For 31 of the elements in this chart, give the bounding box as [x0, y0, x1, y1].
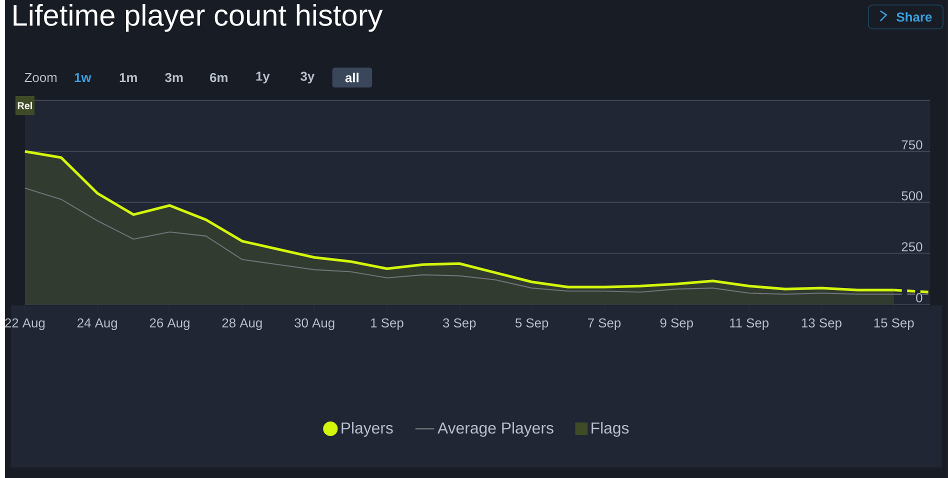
legend-label: Flags: [592, 422, 629, 437]
x-tick-label: 3 Sep: [443, 318, 476, 330]
chart-title: Lifetime player count history: [14, 4, 383, 32]
x-tick-label: 22 Aug: [5, 318, 45, 330]
x-tick-label: 28 Aug: [222, 318, 262, 330]
x-tick-label: 13 Sep: [802, 318, 842, 330]
text: 3y: [300, 72, 315, 84]
text: 1w: [74, 72, 92, 82]
x-tick-label: 7 Sep: [588, 318, 621, 330]
y-tick-label: 0: [916, 292, 922, 302]
x-tick-label: 11 Sep: [730, 318, 769, 330]
annotation: Rel: [18, 102, 32, 109]
text: Share: [896, 12, 932, 22]
x-tick-label: 9 Sep: [660, 318, 693, 330]
x-tick-label: 26 Aug: [150, 318, 190, 330]
x-tick-label: 5 Sep: [515, 318, 548, 330]
x-tick-label: 30 Aug: [294, 318, 334, 330]
text: 6m: [210, 72, 228, 82]
y-tick-label: 500: [902, 191, 922, 200]
legend-label: Players: [342, 422, 393, 437]
y-tick-label: 250: [902, 242, 922, 252]
x-tick-label: 15 Sep: [874, 318, 914, 330]
text: Zoom: [24, 72, 57, 82]
text: all: [345, 72, 358, 82]
legend-label: Average Players: [438, 422, 554, 437]
y-tick-label: 750: [902, 140, 922, 150]
x-tick-label: 1 Sep: [371, 318, 404, 330]
text: 3m: [165, 72, 183, 82]
x-tick-label: 24 Aug: [77, 318, 117, 330]
text: 1y: [256, 72, 270, 84]
text: 1m: [120, 72, 137, 82]
